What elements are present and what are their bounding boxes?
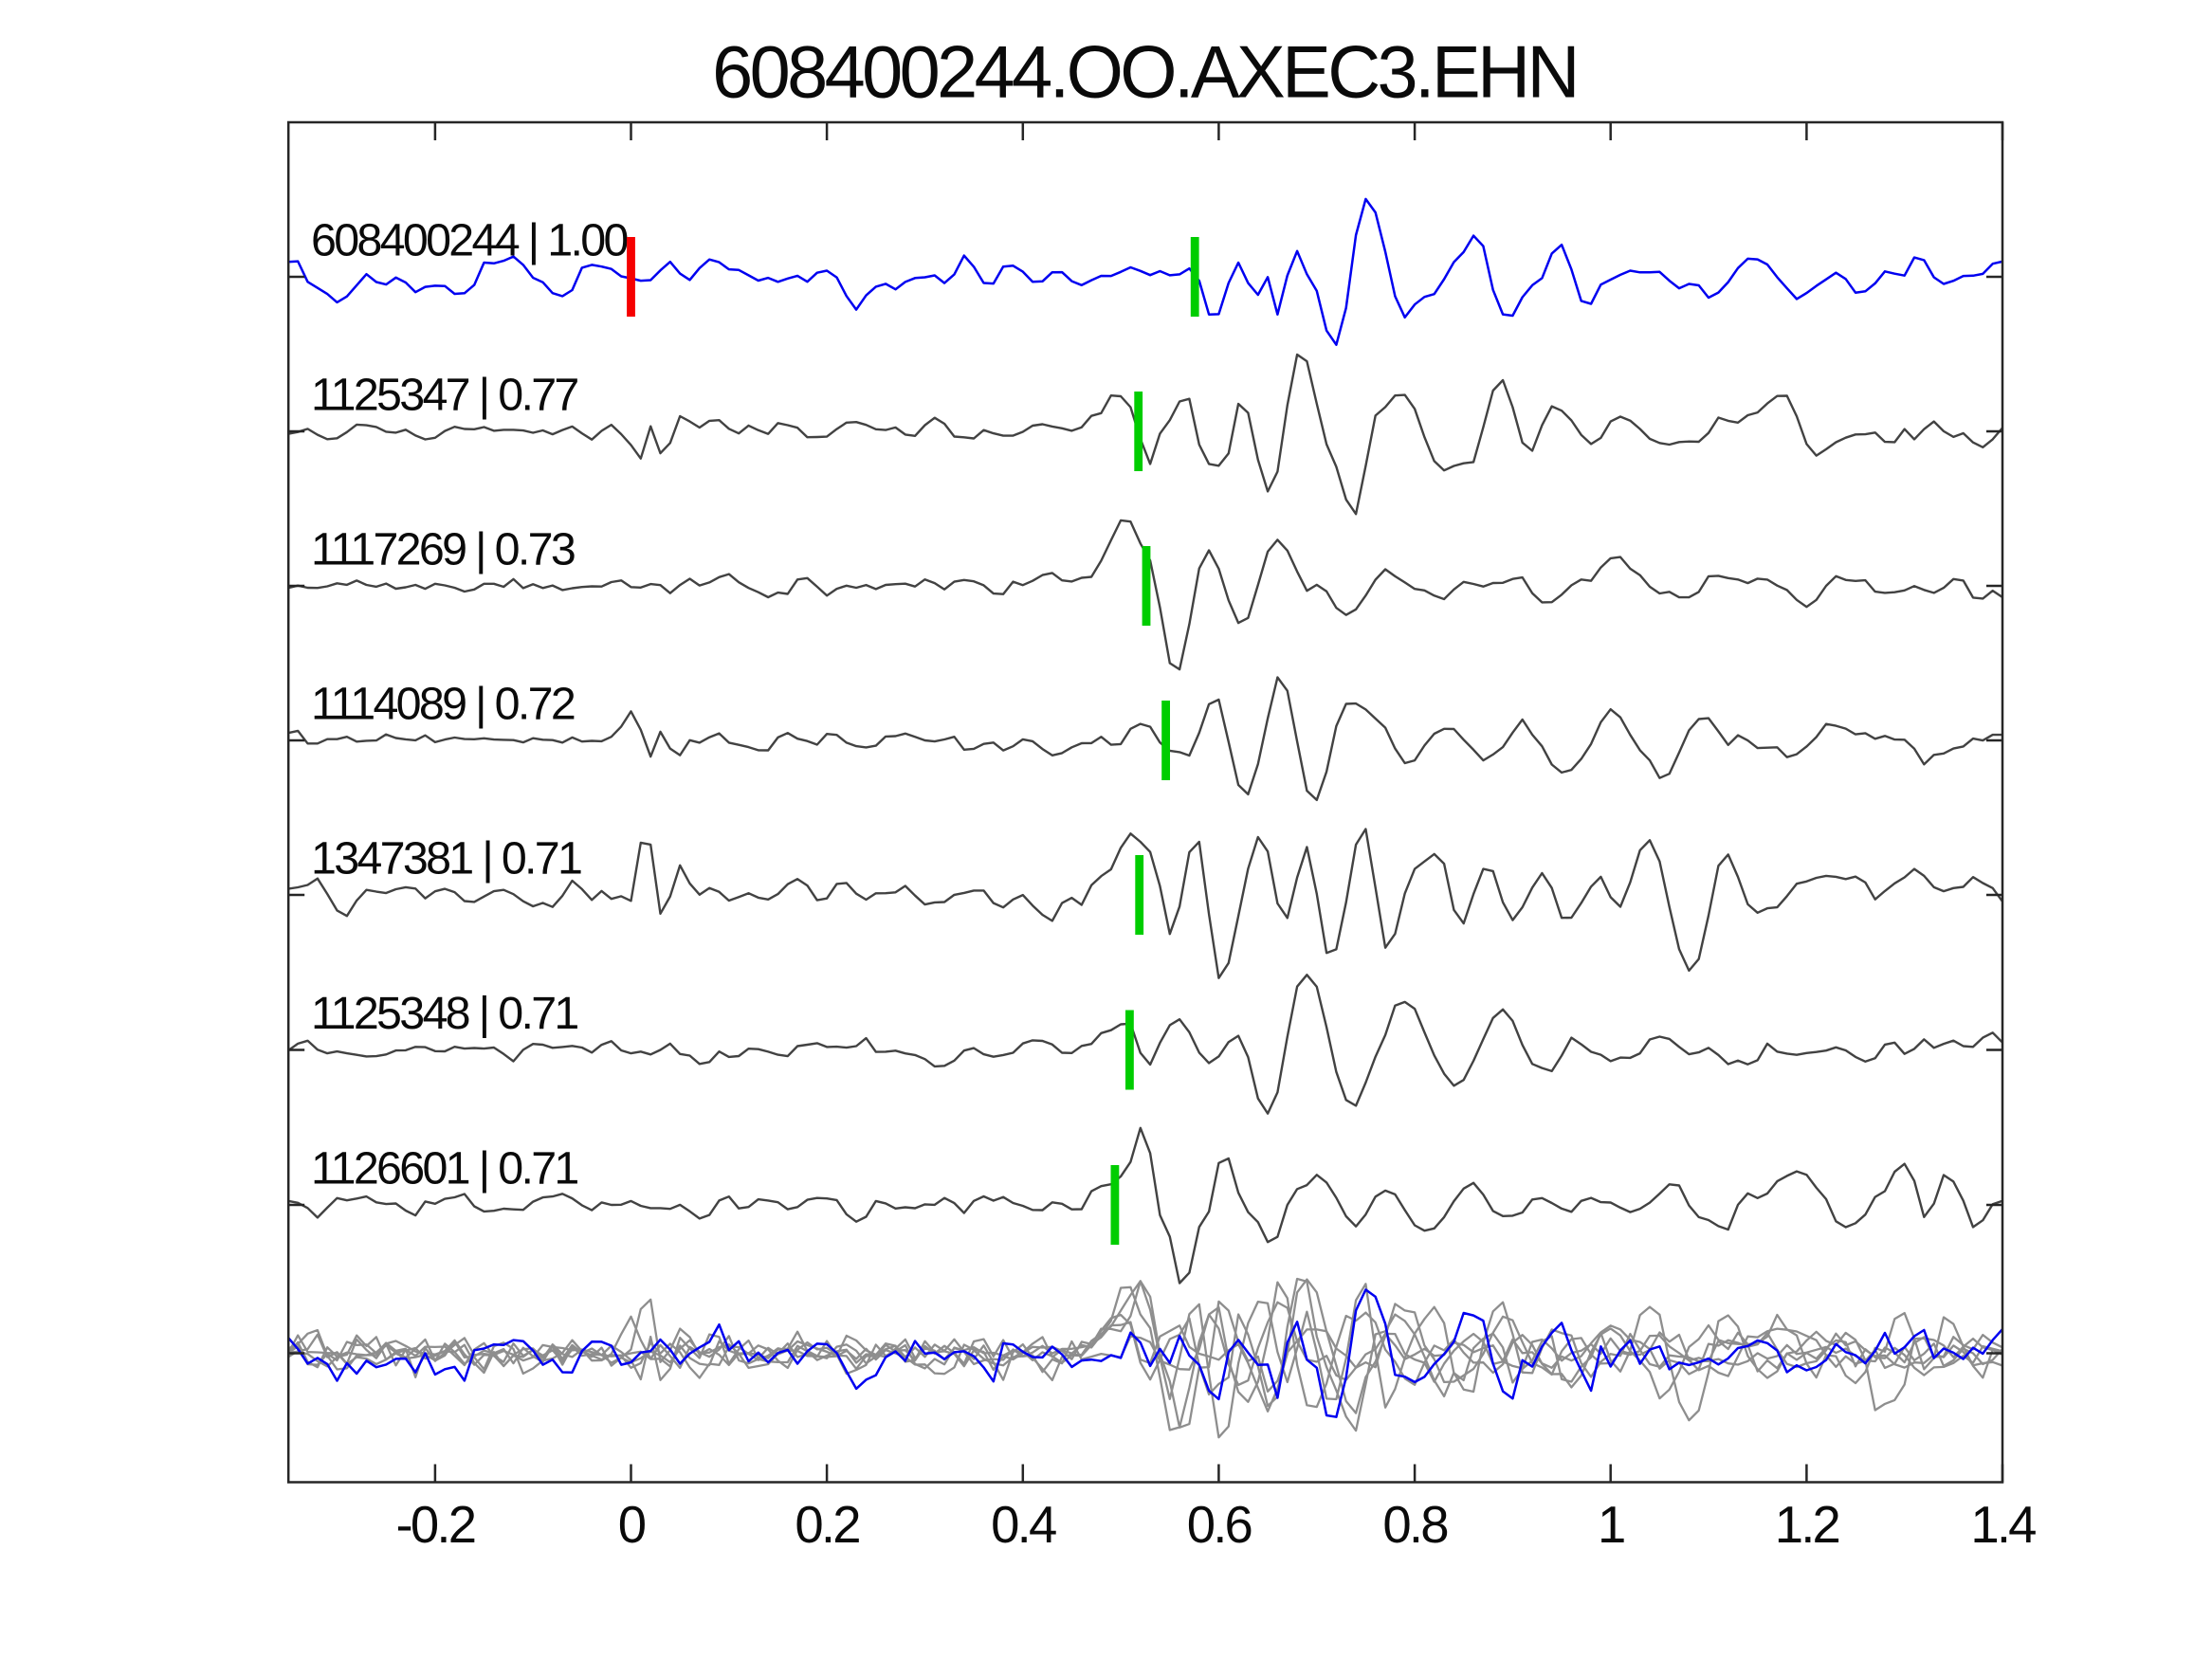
svg-text:0.4: 0.4 — [991, 1496, 1056, 1554]
svg-text:1: 1 — [1598, 1496, 1624, 1554]
svg-text:1126601 | 0.71: 1126601 | 0.71 — [311, 1143, 577, 1194]
svg-text:0.2: 0.2 — [795, 1496, 859, 1554]
svg-text:-0.2: -0.2 — [396, 1496, 475, 1554]
svg-text:1117269 | 0.73: 1117269 | 0.73 — [311, 524, 575, 575]
svg-text:608400244 | 1.00: 608400244 | 1.00 — [311, 215, 628, 266]
svg-text:1125348 | 0.71: 1125348 | 0.71 — [311, 988, 577, 1039]
svg-text:1114089 | 0.72: 1114089 | 0.72 — [311, 679, 575, 730]
svg-text:0.6: 0.6 — [1187, 1496, 1252, 1554]
svg-text:0.8: 0.8 — [1382, 1496, 1447, 1554]
svg-text:0: 0 — [618, 1496, 646, 1554]
svg-text:1.4: 1.4 — [1970, 1496, 2036, 1554]
svg-text:1347381 | 0.71: 1347381 | 0.71 — [311, 833, 581, 884]
svg-text:1125347 | 0.77: 1125347 | 0.77 — [311, 370, 577, 421]
svg-text:608400244.OO.AXEC3.EHN: 608400244.OO.AXEC3.EHN — [712, 32, 1577, 114]
svg-text:1.2: 1.2 — [1775, 1496, 1839, 1554]
